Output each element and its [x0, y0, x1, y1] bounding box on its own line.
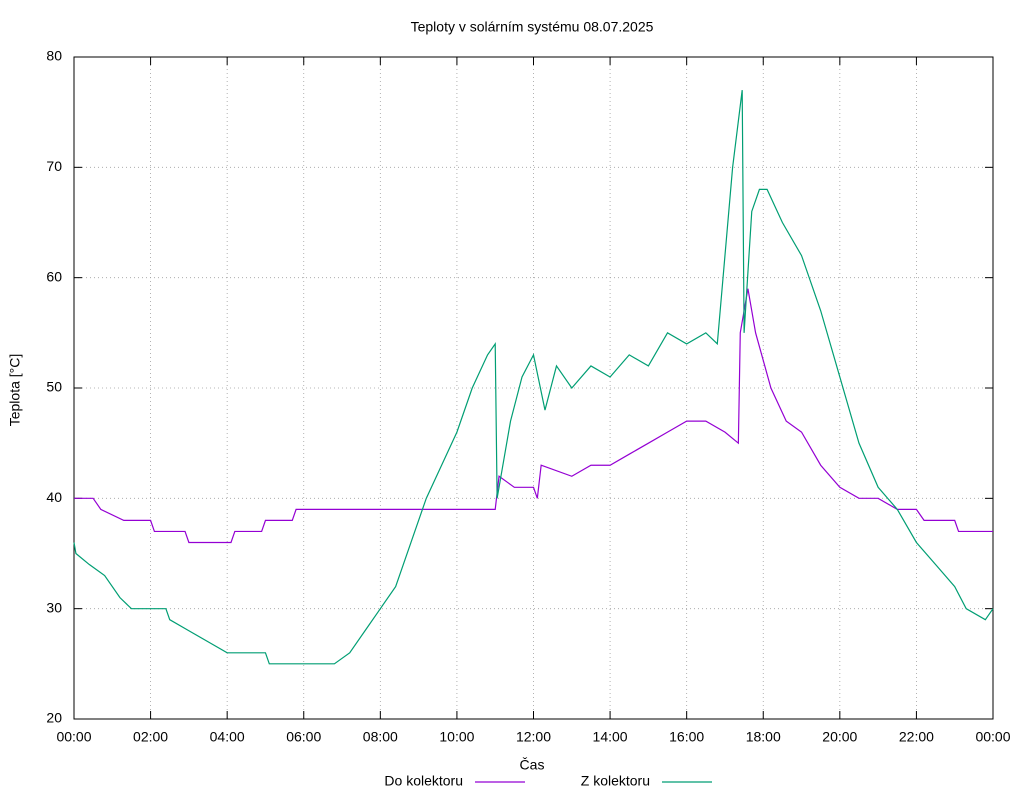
x-tick-label: 18:00	[746, 729, 781, 745]
series-line	[73, 90, 994, 665]
x-axis-label: Čas	[520, 757, 545, 773]
legend-label: Z kolektoru	[581, 773, 650, 789]
y-tick-label: 40	[46, 489, 62, 505]
x-tick-label: 00:00	[975, 729, 1010, 745]
x-tick-label: 00:00	[56, 729, 91, 745]
y-tick-label: 70	[46, 158, 62, 174]
series-line	[74, 288, 993, 544]
x-tick-label: 14:00	[593, 729, 628, 745]
y-tick-label: 80	[46, 48, 62, 64]
x-tick-label: 20:00	[822, 729, 857, 745]
y-tick-label: 20	[46, 710, 62, 726]
x-tick-label: 06:00	[286, 729, 321, 745]
x-tick-label: 04:00	[210, 729, 245, 745]
legend-label: Do kolektoru	[384, 773, 463, 789]
x-tick-label: 22:00	[899, 729, 934, 745]
y-tick-label: 50	[46, 379, 62, 395]
x-tick-label: 02:00	[133, 729, 168, 745]
y-tick-label: 30	[46, 599, 62, 615]
x-tick-label: 08:00	[363, 729, 398, 745]
x-tick-label: 16:00	[669, 729, 704, 745]
y-axis-label: Teplota [°C]	[7, 354, 23, 427]
chart-title: Teploty v solárním systému 08.07.2025	[411, 19, 654, 35]
x-tick-label: 10:00	[439, 729, 474, 745]
y-tick-label: 60	[46, 268, 62, 284]
x-tick-label: 12:00	[516, 729, 551, 745]
plot-border	[73, 56, 994, 720]
